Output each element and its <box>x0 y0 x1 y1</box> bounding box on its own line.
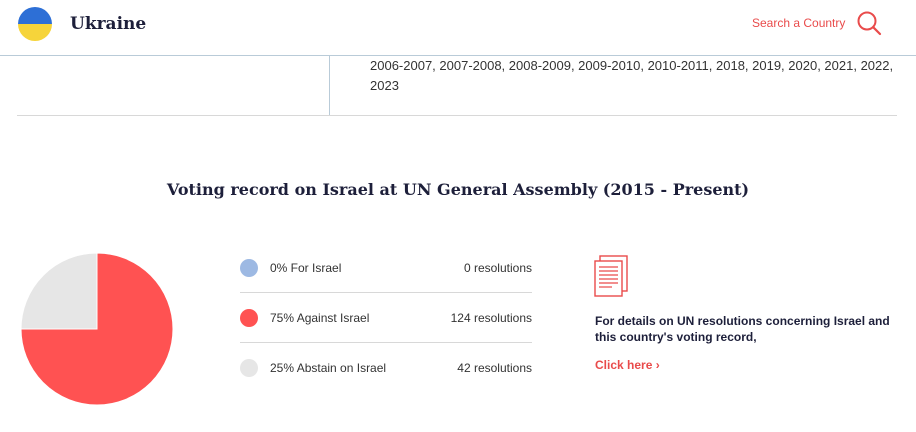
country-name: Ukraine <box>70 14 147 34</box>
legend-label-abstain: 25% Abstain on Israel <box>270 361 387 375</box>
legend-count-for: 0 resolutions <box>463 261 532 275</box>
details-text: For details on UN resolutions concerning… <box>595 314 890 344</box>
voting-years-row: 2006-2007, 2007-2008, 2008-2009, 2009-20… <box>17 56 897 116</box>
legend-label-against: 75% Against Israel <box>270 311 370 325</box>
legend-label-for: 0% For Israel <box>270 261 342 275</box>
click-here-link[interactable]: Click here › <box>595 358 660 372</box>
document-icon <box>594 255 628 297</box>
legend-dot-against <box>240 309 258 327</box>
legend-count-against: 124 resolutions <box>450 311 532 325</box>
pie-slice-against-israel <box>21 253 173 405</box>
column-divider <box>329 56 330 115</box>
legend-count-abstain: 42 resolutions <box>457 361 532 375</box>
site-header: Ukraine Search a Country <box>0 0 916 56</box>
voting-legend: 0% For Israel 0 resolutions 75% Against … <box>240 243 532 392</box>
voting-pie-chart <box>21 253 173 405</box>
legend-row-for: 0% For Israel 0 resolutions <box>240 243 532 293</box>
legend-dot-for <box>240 259 258 277</box>
search-icon[interactable] <box>856 10 882 36</box>
ukraine-flag-icon <box>18 7 52 41</box>
legend-dot-abstain <box>240 359 258 377</box>
voting-years-list: 2006-2007, 2007-2008, 2008-2009, 2009-20… <box>370 58 894 93</box>
pie-slice-abstain-on-israel <box>21 253 98 330</box>
legend-row-abstain: 25% Abstain on Israel 42 resolutions <box>240 343 532 392</box>
search-country-link[interactable]: Search a Country <box>752 16 846 30</box>
legend-row-against: 75% Against Israel 124 resolutions <box>240 293 532 343</box>
section-title: Voting record on Israel at UN General As… <box>166 180 750 199</box>
